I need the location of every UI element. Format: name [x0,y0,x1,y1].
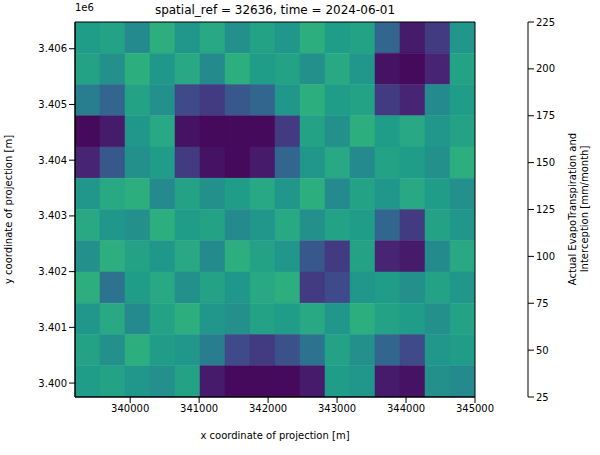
svg-text:75: 75 [536,298,549,309]
svg-text:175: 175 [536,110,555,121]
html-text:1e6: 1e6 [75,2,94,13]
svg-text:3.404: 3.404 [38,155,67,166]
svg-text:225: 225 [536,17,555,28]
svg-text:50: 50 [536,345,549,356]
svg-text:25: 25 [536,392,549,403]
svg-text:x coordinate of projection [m]: x coordinate of projection [m] [200,430,349,441]
svg-text:3.400: 3.400 [38,378,67,389]
svg-text:3.406: 3.406 [38,43,67,54]
html-text:spatial_ref = 32636, time = 20: spatial_ref = 32636, time = 2024-06-01 [154,3,396,17]
svg-text:342000: 342000 [249,403,287,414]
svg-text:343000: 343000 [318,403,356,414]
svg-text:341000: 341000 [180,403,218,414]
svg-text:3.403: 3.403 [38,210,67,221]
svg-text:3.405: 3.405 [38,99,67,110]
svg-text:y coordinate of projection [m]: y coordinate of projection [m] [3,135,14,284]
svg-text:3.401: 3.401 [38,322,67,333]
svg-text:125: 125 [536,204,555,215]
svg-text:3.402: 3.402 [38,266,67,277]
svg-text:344000: 344000 [387,403,425,414]
svg-text:Interception [mm/month]: Interception [mm/month] [579,146,590,273]
svg-text:345000: 345000 [456,403,494,414]
svg-text:200: 200 [536,63,555,74]
svg-text:150: 150 [536,157,555,168]
svg-text:100: 100 [536,251,555,262]
svg-text:Actual EvapoTranspiration and: Actual EvapoTranspiration and [567,133,578,285]
svg-text:340000: 340000 [111,403,149,414]
